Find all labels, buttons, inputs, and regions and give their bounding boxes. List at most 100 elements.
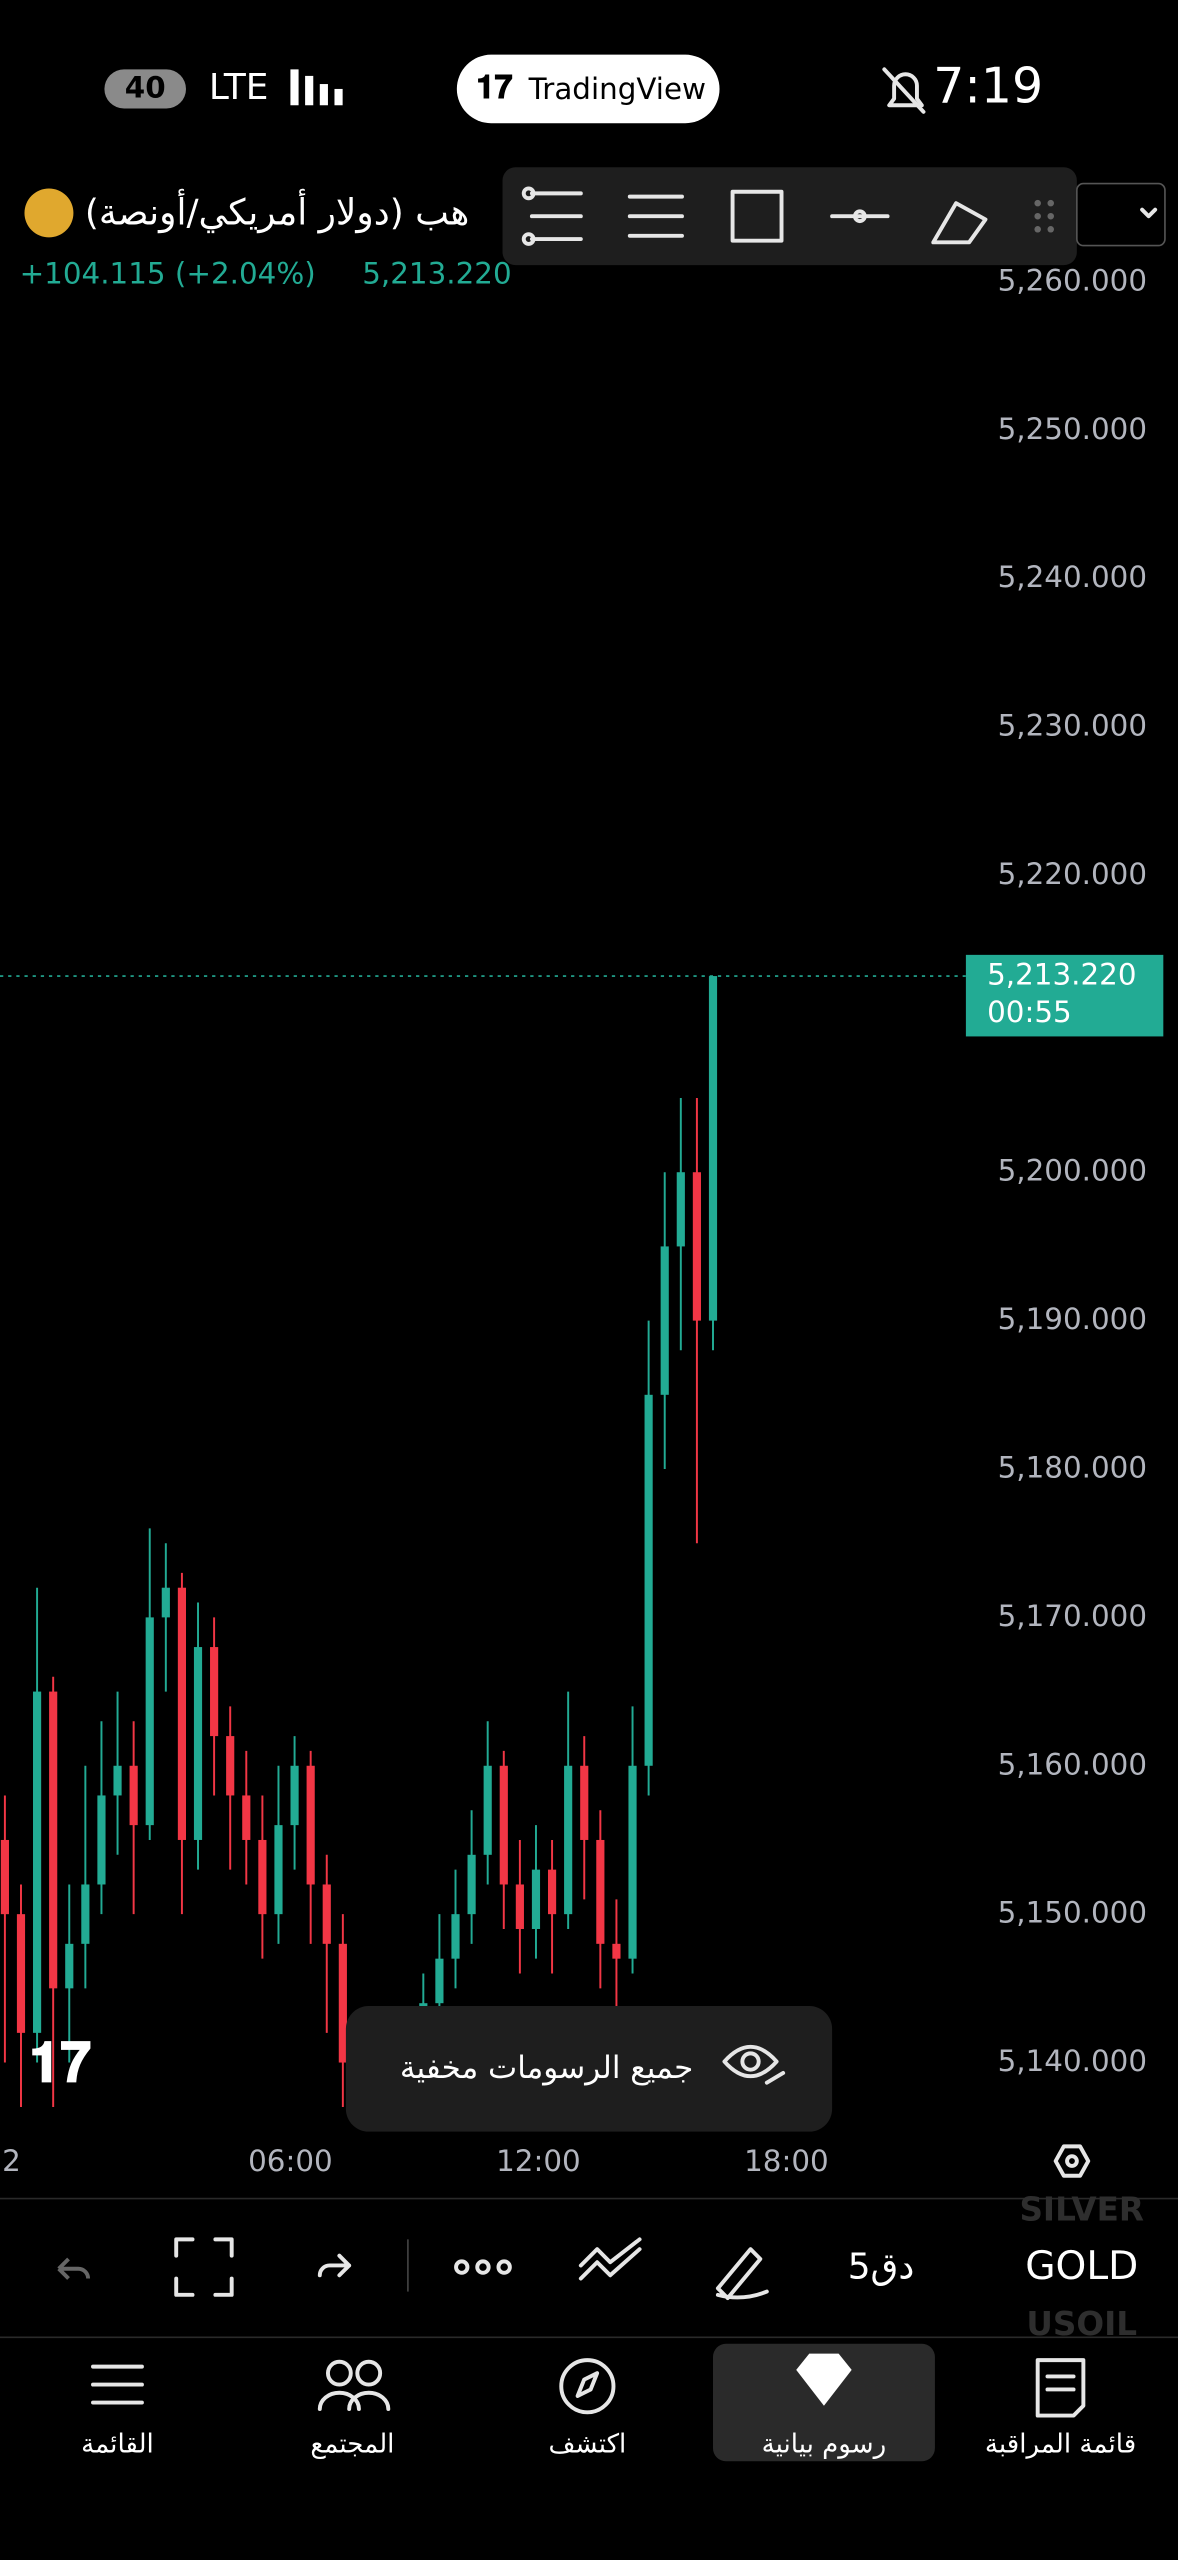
- undo[interactable]: [57, 2257, 91, 2280]
- candle-body: [16, 1914, 26, 2033]
- tab-bar: القائمة المجتمع اكتشف رسوم بيانية قائمة …: [81, 2343, 1136, 2462]
- prev-symbol[interactable]: SILVER: [1019, 2191, 1144, 2229]
- y-tick-label: 5,200.000: [998, 1154, 1147, 1188]
- candle-body: [515, 1884, 524, 1929]
- candle-body: [290, 1765, 299, 1826]
- watchlist-icon: [1035, 2358, 1086, 2418]
- app-logo: 𝟏𝟕: [476, 68, 512, 106]
- mute-icon: [882, 67, 926, 114]
- app-name: TradingView: [528, 72, 706, 106]
- candle-body: [451, 1914, 460, 1959]
- y-tick-label: 5,180.000: [998, 1451, 1147, 1485]
- candle-body: [338, 1943, 347, 2063]
- candle-body: [177, 1587, 186, 1840]
- interval[interactable]: 5دق: [848, 2247, 915, 2288]
- y-tick-label: 5,140.000: [998, 2044, 1147, 2078]
- y-tick-label: 5,250.000: [998, 412, 1147, 446]
- x-tick-label: 2: [2, 2144, 21, 2178]
- more[interactable]: [454, 2259, 512, 2275]
- y-tick-label: 5,190.000: [998, 1302, 1147, 1336]
- candle-body: [644, 1394, 653, 1766]
- tool-eraser[interactable]: [931, 201, 988, 245]
- draw[interactable]: [715, 2247, 769, 2301]
- candle-body: [81, 1884, 90, 1944]
- toast-text: جميع الرسومات مخفية: [400, 2050, 693, 2086]
- candle-body: [483, 1765, 492, 1855]
- symbol-name[interactable]: هب (دولار أمريكي/أونصة): [85, 189, 469, 234]
- chart-toolbar: 5دق SILVER GOLD USOIL: [57, 2191, 1144, 2343]
- community-icon: [317, 2359, 391, 2412]
- redo[interactable]: [317, 2253, 352, 2278]
- candle-body: [226, 1736, 235, 1796]
- candle-body: [242, 1795, 251, 1840]
- candle-body: [210, 1647, 219, 1737]
- tab-label[interactable]: قائمة المراقبة: [985, 2429, 1136, 2459]
- indicators[interactable]: [578, 2237, 642, 2281]
- charts-icon: [796, 2353, 852, 2406]
- explore-icon: [559, 2358, 616, 2415]
- y-tick-label: 5,160.000: [998, 1747, 1147, 1781]
- candle-body: [306, 1765, 315, 1885]
- current-symbol[interactable]: GOLD: [1025, 2244, 1138, 2289]
- candle-body: [676, 1172, 685, 1247]
- status-bar: 40 LTE 𝟏𝟕 TradingView 7:19: [104, 54, 1043, 124]
- x-tick-label: 12:00: [496, 2144, 581, 2178]
- candle-body: [499, 1765, 508, 1885]
- menu-icon: [91, 2364, 144, 2405]
- candle-body: [33, 1691, 42, 2033]
- candle-body: [145, 1617, 154, 1826]
- candle-body: [0, 1839, 9, 1915]
- candle-body: [435, 1958, 444, 2004]
- tab-label[interactable]: المجتمع: [310, 2429, 394, 2459]
- candle-body: [65, 1943, 74, 1989]
- candle-body: [580, 1765, 589, 1840]
- tab-label[interactable]: اكتشف: [548, 2429, 626, 2459]
- tab-label[interactable]: القائمة: [81, 2429, 154, 2459]
- tool-rect[interactable]: [730, 189, 784, 243]
- tool-fib[interactable]: [521, 186, 583, 246]
- candle-body: [113, 1765, 122, 1796]
- toast: جميع الرسومات مخفية: [345, 2006, 833, 2132]
- candle-body: [97, 1795, 106, 1885]
- candle-body: [467, 1854, 476, 1915]
- candle-body: [322, 1884, 331, 1944]
- y-tick-label: 5,240.000: [998, 560, 1147, 594]
- price-tag-value: 5,213.220: [987, 958, 1136, 992]
- candle-body: [193, 1647, 203, 1840]
- settings-icon[interactable]: [1053, 2144, 1091, 2178]
- watermark: 𝟏𝟕: [29, 2032, 91, 2096]
- candle-body: [49, 1691, 58, 1989]
- candle-body: [161, 1587, 170, 1618]
- header-price: 5,213.220: [362, 256, 511, 290]
- plot: [0, 975, 966, 2122]
- battery: 40: [125, 70, 166, 104]
- drawing-toolbar: [502, 167, 1166, 266]
- fullscreen[interactable]: [174, 2237, 234, 2297]
- tab-label[interactable]: رسوم بيانية: [762, 2429, 887, 2459]
- x-tick-label: 06:00: [248, 2144, 333, 2178]
- app-pill[interactable]: [456, 54, 720, 124]
- dropdown-arrow: [1140, 207, 1158, 219]
- candle-body: [596, 1839, 605, 1944]
- candle-body: [628, 1765, 637, 1959]
- candle-body: [612, 1943, 621, 1959]
- tool-line[interactable]: [830, 209, 890, 224]
- y-tick-label: 5,220.000: [998, 857, 1147, 891]
- candle-body: [547, 1869, 557, 1915]
- candle-body: [660, 1246, 669, 1395]
- candle-body: [258, 1839, 267, 1915]
- candle-body: [564, 1765, 573, 1915]
- candle-body: [531, 1869, 541, 1929]
- candle-body: [692, 1172, 701, 1321]
- tool-channel[interactable]: [627, 194, 684, 238]
- clock: 7:19: [933, 57, 1043, 114]
- grip: [1034, 199, 1054, 233]
- symbol-icon: [24, 188, 74, 238]
- candle-body: [129, 1765, 138, 1826]
- signal-icon: [290, 69, 343, 106]
- dropdown[interactable]: [1076, 182, 1166, 247]
- x-tick-label: 18:00: [744, 2144, 829, 2178]
